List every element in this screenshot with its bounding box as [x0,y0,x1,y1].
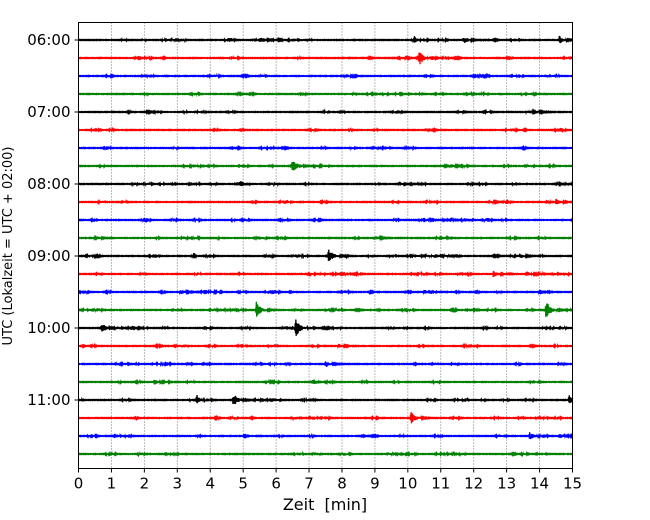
y-tick-label: 11:00 [27,391,70,409]
y-tick-label: 06:00 [27,31,70,49]
trace-1030 [77,360,573,368]
y-tick-label: 09:00 [27,247,70,265]
y-axis-label: UTC (Lokalzeit = UTC + 02:00) [1,147,16,346]
trace-0930 [77,288,574,296]
trace-1145 [77,450,573,458]
seismogram-traces [77,35,574,458]
y-tick-label: 08:00 [27,175,70,193]
trace-0600 [78,35,574,44]
x-tick-label: 3 [173,475,183,493]
x-tick-label: 12 [464,475,483,493]
trace-1045 [77,378,574,386]
trace-0615 [77,52,574,65]
vertical-grid [111,22,540,469]
x-tick-label: 6 [271,475,281,493]
x-tick-label: 15 [563,475,582,493]
x-axis-ticks: 0 1 2 3 4 5 6 7 8 9 10 11 12 13 14 15 [74,468,582,493]
trace-0700 [78,108,574,116]
x-tick-label: 11 [431,475,450,493]
trace-0830 [77,216,574,224]
trace-1000 [78,319,574,336]
x-axis-label: Zeit [min] [283,495,367,514]
trace-1015 [77,342,573,350]
x-tick-label: 4 [205,475,215,493]
trace-0645 [78,90,574,98]
trace-1130 [78,432,574,440]
x-tick-label: 2 [140,475,150,493]
trace-0630 [78,72,573,80]
trace-0745 [77,161,574,171]
y-tick-label: 07:00 [27,103,70,121]
x-tick-label: 8 [337,475,347,493]
x-tick-label: 1 [107,475,117,493]
x-tick-label: 14 [530,475,549,493]
x-tick-label: 5 [238,475,248,493]
trace-0845 [77,234,573,242]
plot-frame [78,22,573,469]
trace-0800 [77,180,574,188]
trace-0815 [77,198,574,206]
x-tick-label: 13 [497,475,516,493]
x-tick-label: 10 [398,475,417,493]
trace-0715 [77,126,574,134]
trace-0900 [78,249,574,261]
trace-0945 [77,301,574,317]
x-tick-label: 9 [370,475,380,493]
x-tick-label: 7 [304,475,314,493]
trace-1115 [77,412,574,424]
trace-0915 [77,270,573,278]
y-tick-label: 10:00 [27,319,70,337]
trace-1100 [77,395,574,405]
trace-0730 [77,144,574,152]
y-axis-ticks: 06:00 07:00 08:00 09:00 10:00 11:00 [27,31,79,409]
x-tick-label: 0 [74,475,84,493]
